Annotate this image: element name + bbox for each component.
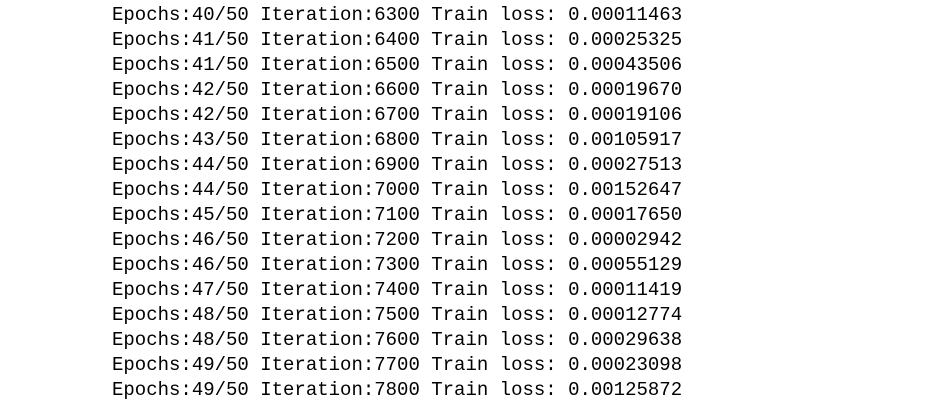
log-line: Epochs:46/50 Iteration:7300 Train loss: … [112,254,683,276]
log-line: Epochs:46/50 Iteration:7200 Train loss: … [112,229,683,251]
log-line: Epochs:42/50 Iteration:6600 Train loss: … [112,79,683,101]
log-line: Epochs:49/50 Iteration:7700 Train loss: … [112,354,683,376]
log-line: Epochs:45/50 Iteration:7100 Train loss: … [112,204,683,226]
log-line: Epochs:41/50 Iteration:6400 Train loss: … [112,29,683,51]
log-line: Epochs:48/50 Iteration:7500 Train loss: … [112,304,683,326]
log-line: Epochs:40/50 Iteration:6300 Train loss: … [112,4,683,26]
log-line: Epochs:43/50 Iteration:6800 Train loss: … [112,129,683,151]
log-line: Epochs:41/50 Iteration:6500 Train loss: … [112,54,683,76]
log-line: Epochs:44/50 Iteration:7000 Train loss: … [112,179,683,201]
log-line: Epochs:48/50 Iteration:7600 Train loss: … [112,329,683,351]
log-line: Epochs:47/50 Iteration:7400 Train loss: … [112,279,683,301]
log-line: Epochs:44/50 Iteration:6900 Train loss: … [112,154,683,176]
log-line: Epochs:42/50 Iteration:6700 Train loss: … [112,104,683,126]
log-line: Epochs:49/50 Iteration:7800 Train loss: … [112,379,683,401]
